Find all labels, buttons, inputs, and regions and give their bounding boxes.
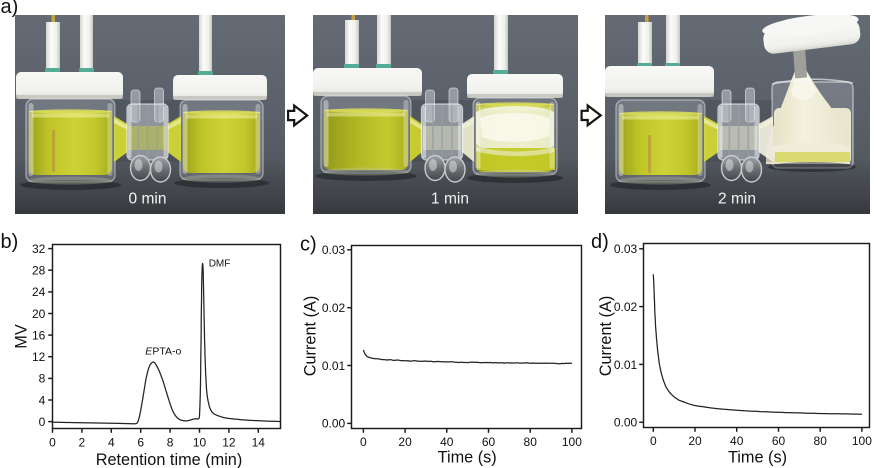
svg-text:28: 28 bbox=[32, 264, 46, 278]
svg-text:Current (A): Current (A) bbox=[597, 296, 615, 377]
svg-text:4: 4 bbox=[39, 393, 46, 407]
svg-text:40: 40 bbox=[440, 435, 454, 449]
svg-text:8: 8 bbox=[39, 372, 46, 386]
svg-text:0.00: 0.00 bbox=[614, 416, 638, 430]
svg-text:4: 4 bbox=[108, 436, 115, 450]
svg-text:60: 60 bbox=[482, 435, 496, 449]
svg-text:100: 100 bbox=[852, 434, 872, 448]
svg-text:20: 20 bbox=[688, 434, 702, 448]
svg-text:Retention time (min): Retention time (min) bbox=[96, 451, 243, 468]
svg-text:12: 12 bbox=[32, 350, 46, 364]
svg-text:20: 20 bbox=[398, 435, 412, 449]
svg-text:0.00: 0.00 bbox=[322, 417, 346, 431]
svg-text:6: 6 bbox=[137, 436, 144, 450]
svg-text:0.01: 0.01 bbox=[614, 358, 638, 372]
svg-text:0 min: 0 min bbox=[129, 191, 167, 208]
svg-text:EPTA-o: EPTA-o bbox=[145, 346, 181, 358]
svg-text:0: 0 bbox=[39, 415, 46, 429]
svg-text:DMF: DMF bbox=[209, 259, 231, 270]
svg-text:0: 0 bbox=[49, 436, 56, 450]
svg-text:0: 0 bbox=[360, 435, 367, 449]
svg-text:20: 20 bbox=[32, 307, 46, 321]
svg-text:100: 100 bbox=[562, 435, 582, 449]
svg-text:Time (s): Time (s) bbox=[438, 449, 497, 467]
svg-text:b): b) bbox=[1, 231, 19, 253]
svg-text:12: 12 bbox=[222, 436, 236, 450]
svg-text:0.03: 0.03 bbox=[322, 243, 346, 257]
svg-text:c): c) bbox=[300, 234, 317, 256]
svg-text:a): a) bbox=[1, 0, 19, 18]
svg-text:80: 80 bbox=[524, 435, 538, 449]
svg-text:MV: MV bbox=[13, 324, 31, 349]
svg-text:2 min: 2 min bbox=[718, 191, 756, 208]
svg-text:60: 60 bbox=[772, 434, 786, 448]
svg-text:Time (s): Time (s) bbox=[728, 449, 787, 467]
svg-text:8: 8 bbox=[167, 436, 174, 450]
svg-text:80: 80 bbox=[814, 434, 828, 448]
svg-text:d): d) bbox=[591, 231, 609, 253]
svg-text:24: 24 bbox=[32, 285, 46, 299]
svg-text:0.03: 0.03 bbox=[614, 242, 638, 256]
svg-text:2: 2 bbox=[79, 436, 86, 450]
svg-text:0: 0 bbox=[650, 434, 657, 448]
svg-text:Current (A): Current (A) bbox=[302, 296, 320, 377]
svg-text:0.01: 0.01 bbox=[322, 359, 346, 373]
svg-text:10: 10 bbox=[193, 436, 207, 450]
svg-text:32: 32 bbox=[32, 242, 46, 256]
svg-text:14: 14 bbox=[252, 436, 266, 450]
svg-text:1 min: 1 min bbox=[431, 191, 469, 208]
svg-text:40: 40 bbox=[730, 434, 744, 448]
svg-text:16: 16 bbox=[32, 328, 46, 342]
svg-text:0.02: 0.02 bbox=[322, 301, 346, 315]
svg-text:0.02: 0.02 bbox=[614, 300, 638, 314]
